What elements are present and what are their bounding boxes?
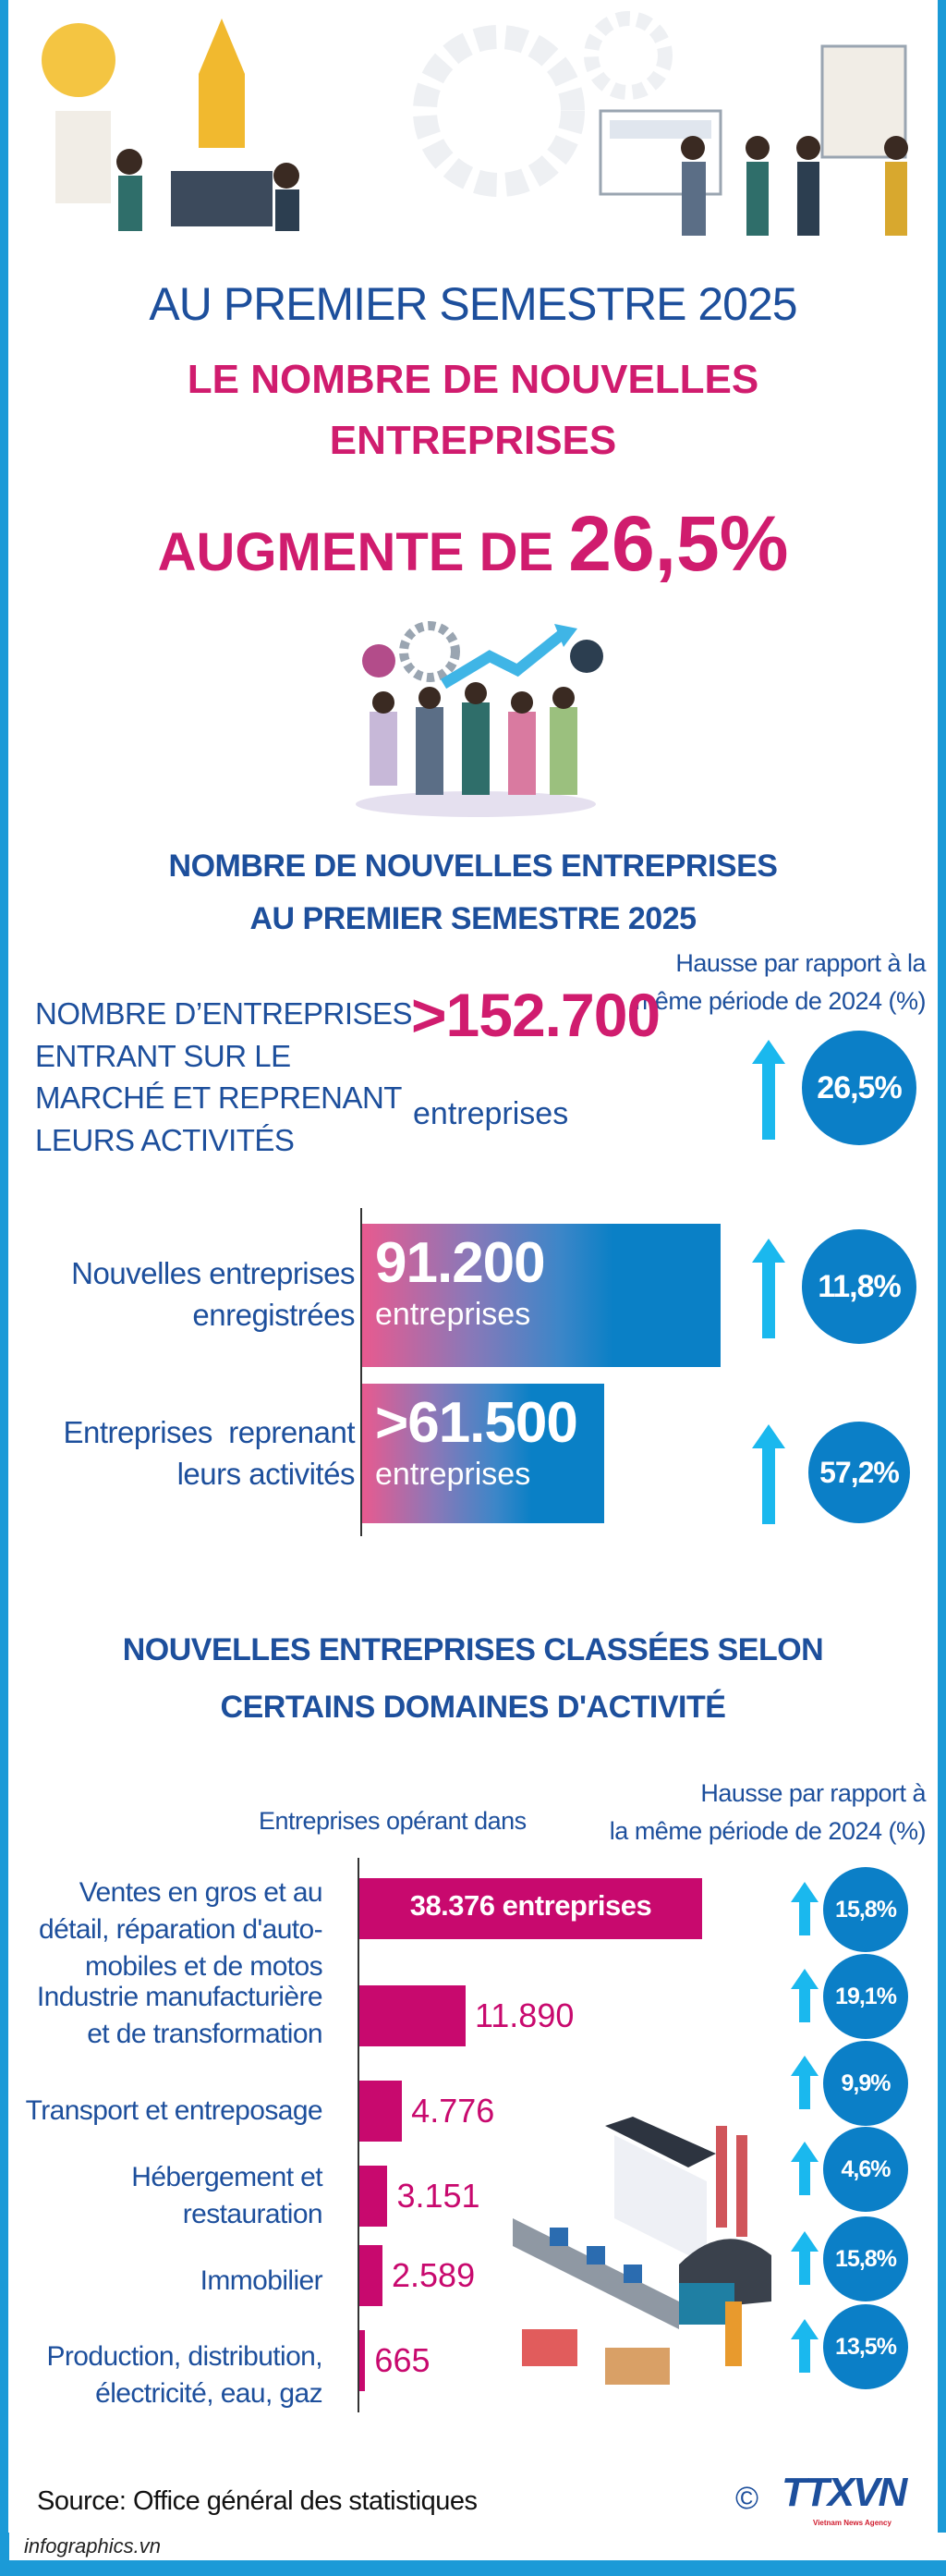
growth-badge: 26,5%: [802, 1031, 916, 1145]
arrow-up-icon: [791, 2231, 819, 2289]
activity-label-line: restauration: [182, 2199, 323, 2229]
headline-subject-1: LE NOMBRE DE NOUVELLES: [187, 357, 759, 402]
row1-label: Nouvelles entreprises enregistrées: [71, 1252, 355, 1336]
growth-badge: 13,5%: [823, 2304, 908, 2389]
arrow-up-icon: [791, 1969, 819, 2027]
growth-badge: 11,8%: [802, 1229, 916, 1344]
activity-label-line: Immobilier: [200, 2265, 323, 2296]
bar-new-registered: 91.200 entreprises: [362, 1224, 721, 1367]
total-value: >152.700: [411, 981, 661, 1049]
bar-resumed: >61.500 entreprises: [362, 1384, 604, 1523]
row1-label-line: enregistrées: [192, 1298, 355, 1332]
activity-label-line: Transport et entreposage: [25, 2095, 323, 2126]
headline-subject-2: ENTREPRISES: [329, 418, 617, 463]
row2-label: Entreprises reprenant leurs activités: [63, 1411, 355, 1495]
section1-growth-header: Hausse par rapport à la même période de …: [556, 945, 927, 1020]
activity-label: Ventes en gros et au détail, réparation d…: [38, 1874, 323, 1985]
arrow-up-icon: [752, 1424, 785, 1529]
activity-label: Hébergement et restauration: [131, 2159, 322, 2233]
top-illustration: [42, 11, 908, 236]
section2-title-line1: NOUVELLES ENTREPRISES CLASSÉES SELON: [122, 1632, 824, 1667]
arrow-up-icon: [752, 1239, 785, 1343]
activity-value: 2.589: [392, 2256, 476, 2294]
activity-label-line: et de transformation: [87, 2019, 322, 2049]
activity-label-line: mobiles et de motos: [84, 1951, 323, 1982]
total-unit: entreprises: [413, 1096, 569, 1131]
activity-bar: [359, 2166, 388, 2227]
headline-growth-prefix: AUGMENTE DE: [157, 522, 569, 582]
activity-label-line: détail, réparation d'auto-: [38, 1914, 323, 1945]
section1-title-line2: AU PREMIER SEMESTRE 2025: [249, 901, 697, 936]
arrow-up-icon: [791, 2319, 819, 2377]
section2-title-line2: CERTAINS DOMAINES D'ACTIVITÉ: [220, 1690, 726, 1725]
total-label: NOMBRE D’ENTREPRISES ENTRANT SUR LE MARC…: [35, 993, 413, 1161]
growth-badge: 15,8%: [823, 2216, 908, 2301]
activity-bar: [359, 1985, 466, 2046]
factory-illustration: [513, 2117, 771, 2385]
row1-label-line: Nouvelles entreprises: [71, 1256, 355, 1290]
activity-label-line: électricité, eau, gaz: [95, 2378, 322, 2409]
bar-unit: entreprises: [375, 1297, 531, 1332]
section1-growth-header-line2: même période de 2024 (%): [634, 987, 927, 1015]
bar-value: >61.500: [375, 1391, 578, 1455]
arrow-up-icon: [791, 2056, 819, 2114]
bar-value: 91.200: [375, 1231, 546, 1295]
section1-growth-header-line1: Hausse par rapport à la: [675, 949, 926, 977]
headline-growth: AUGMENTE DE 26,5%: [0, 499, 946, 589]
activity-label: Production, distribution, électricité, ea…: [46, 2338, 322, 2412]
row2-label-line: leurs activités: [176, 1457, 356, 1491]
growth-badge: 57,2%: [808, 1422, 910, 1523]
growth-badge: 19,1%: [823, 1954, 908, 2039]
activity-label: Transport et entreposage: [25, 2093, 323, 2130]
section2-axis: [358, 1858, 359, 2412]
team-illustration: [356, 621, 603, 817]
growth-badge: 9,9%: [823, 2041, 908, 2126]
section2-growth-header-line1: Hausse par rapport à: [700, 1779, 926, 1807]
source-note: Source: Office général des statistiques: [37, 2486, 478, 2516]
total-label-line: LEURS ACTIVITÉS: [35, 1122, 295, 1157]
activity-label: Immobilier: [200, 2263, 323, 2300]
growth-badge: 15,8%: [823, 1867, 908, 1952]
activity-value: 4.776: [411, 2092, 495, 2130]
activity-value: 38.376 entreprises: [409, 1889, 652, 1922]
total-label-line: MARCHÉ ET REPRENANT: [35, 1080, 402, 1115]
headline-period: AU PREMIER SEMESTRE 2025: [149, 278, 797, 330]
growth-badge: 4,6%: [823, 2127, 908, 2212]
total-label-line: NOMBRE D’ENTREPRISES: [35, 996, 413, 1031]
activity-value: 665: [374, 2341, 431, 2379]
activity-bar: [359, 2330, 366, 2391]
site-link[interactable]: infographics.vn: [24, 2534, 161, 2558]
bar-unit: entreprises: [375, 1457, 531, 1492]
activity-label-line: Production, distribution,: [46, 2341, 322, 2372]
arrow-up-icon: [791, 1882, 819, 1940]
activity-label: Industrie manufacturière et de transforma…: [36, 1979, 323, 2053]
activity-bar: [359, 2245, 383, 2306]
activity-label-line: Hébergement et: [131, 2162, 322, 2192]
activity-bar: [359, 2081, 403, 2142]
section2-column-label: Entreprises opérant dans: [259, 1807, 527, 1835]
activity-value: 11.890: [474, 1996, 575, 2034]
ttxvn-logo: TTXVN: [782, 2470, 907, 2515]
section1-title-line1: NOMBRE DE NOUVELLES ENTREPRISES: [168, 848, 778, 884]
activity-value: 3.151: [396, 2177, 480, 2215]
activity-label-line: Ventes en gros et au: [79, 1877, 323, 1908]
activity-bar: [359, 1878, 702, 1939]
section1-axis: [360, 1208, 362, 1536]
activity-label-line: Industrie manufacturière: [36, 1982, 323, 2012]
arrow-up-icon: [752, 1040, 785, 1144]
total-label-line: ENTRANT SUR LE: [35, 1038, 291, 1073]
section2-growth-header: Hausse par rapport à la même période de …: [538, 1775, 927, 1850]
arrow-up-icon: [791, 2142, 819, 2200]
ttxvn-logo-subtitle: Vietnam News Agency: [813, 2519, 891, 2527]
copyright-symbol: ©: [735, 2481, 759, 2516]
row2-label-line: Entreprises reprenant: [63, 1415, 355, 1449]
headline-growth-value: 26,5%: [568, 500, 789, 587]
section2-growth-header-line2: la même période de 2024 (%): [609, 1817, 927, 1845]
footer-band: [0, 2533, 946, 2576]
